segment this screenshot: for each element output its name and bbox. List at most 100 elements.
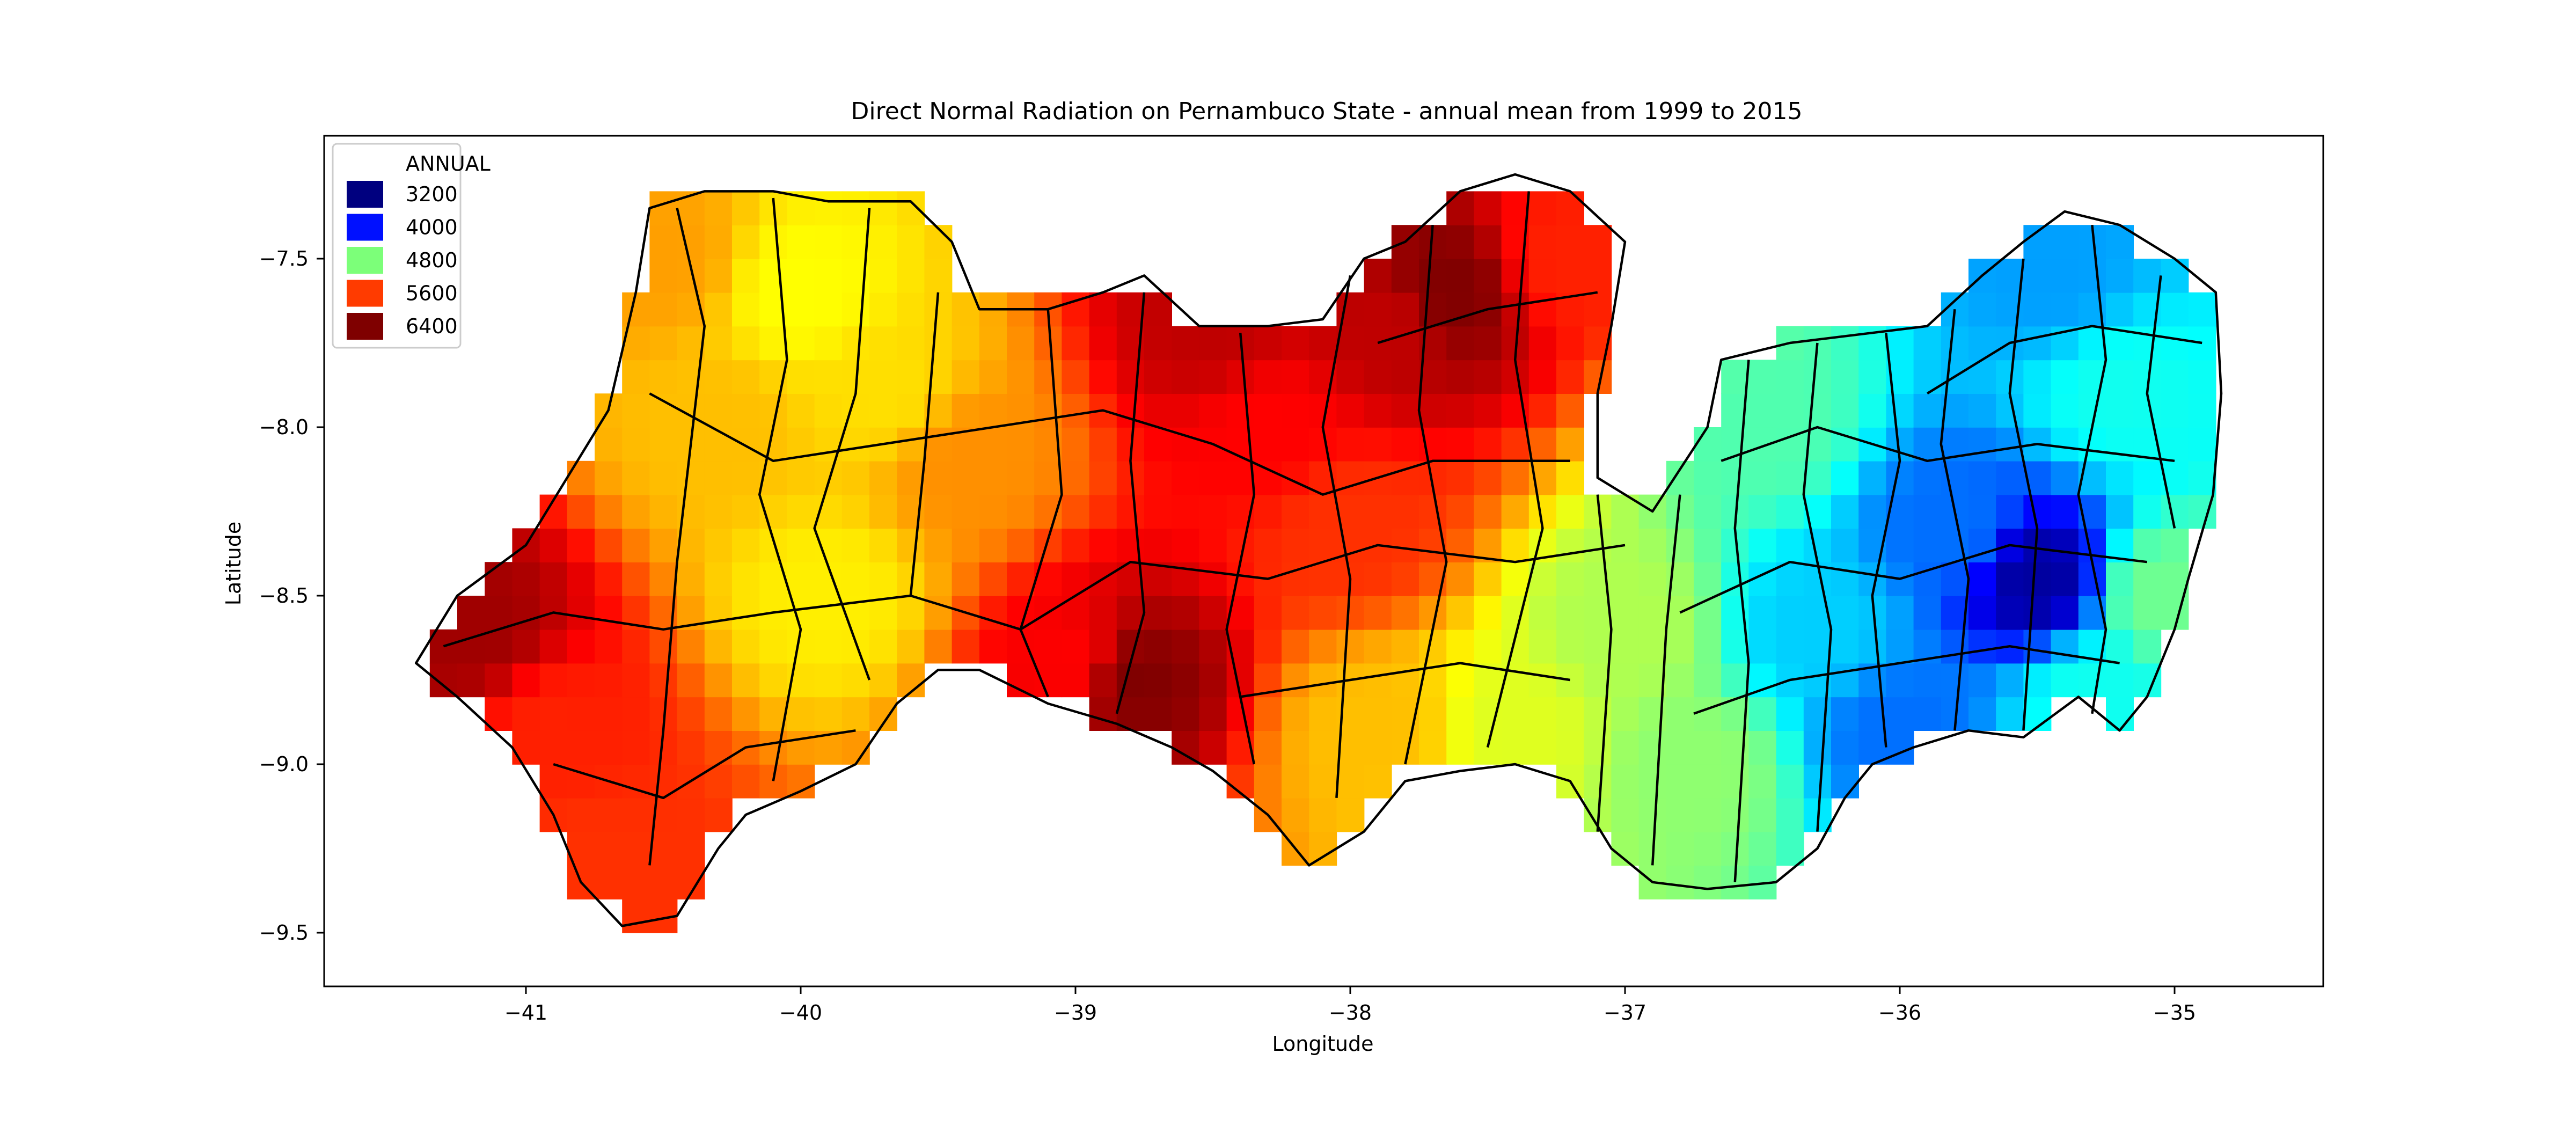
grid-cell [732, 596, 760, 630]
grid-cell [2133, 663, 2162, 698]
radiation-grid [429, 191, 2216, 933]
grid-cell [924, 360, 953, 394]
grid-cell [841, 528, 870, 562]
grid-cell [1446, 225, 1475, 259]
grid-cell [952, 460, 980, 495]
grid-cell [869, 225, 897, 259]
grid-cell [1199, 494, 1227, 529]
grid-cell [2106, 393, 2134, 428]
legend-swatch-3200 [347, 181, 383, 208]
grid-cell [595, 427, 623, 462]
grid-cell [2133, 528, 2162, 562]
grid-cell [1144, 326, 1172, 361]
grid-cell [2051, 596, 2079, 630]
municipality-line [648, 208, 706, 866]
grid-cell [1007, 460, 1035, 495]
grid-cell [1611, 528, 1640, 562]
grid-cell [732, 259, 760, 293]
grid-cell [814, 460, 843, 495]
grid-cell [1694, 865, 1722, 899]
grid-cell [649, 831, 678, 866]
grid-cell [1282, 528, 1309, 562]
grid-cell [1034, 528, 1063, 562]
grid-cell [1831, 764, 1859, 799]
grid-cell [869, 259, 897, 293]
grid-cell [1309, 562, 1337, 596]
municipality-line [1596, 494, 1613, 832]
grid-cell [1034, 494, 1063, 529]
grid-cell [1419, 393, 1447, 428]
grid-cell [1638, 528, 1667, 562]
grid-cell [1474, 629, 1502, 664]
grid-cell [2106, 697, 2134, 731]
grid-cell [595, 865, 623, 899]
grid-cell [732, 360, 760, 394]
grid-cell [595, 562, 623, 596]
grid-cell [1034, 460, 1063, 495]
grid-cell [1748, 730, 1777, 765]
grid-cell [841, 292, 870, 327]
grid-cell [595, 460, 623, 495]
grid-cell [1309, 697, 1337, 731]
grid-cell [622, 865, 650, 899]
grid-cell [512, 562, 540, 596]
grid-cell [1694, 663, 1722, 698]
grid-cell [759, 562, 788, 596]
grid-cell [979, 427, 1007, 462]
grid-cell [1831, 528, 1859, 562]
grid-cell [1968, 393, 1996, 428]
grid-cell [1391, 562, 1419, 596]
grid-cell [1886, 663, 1914, 698]
grid-cell [1611, 764, 1640, 799]
grid-cell [732, 292, 760, 327]
grid-cell [1968, 292, 1996, 327]
municipality-borders [414, 173, 2223, 927]
grid-cell [1694, 831, 1722, 866]
grid-cell [1748, 528, 1777, 562]
grid-cell [567, 629, 595, 664]
grid-cell [1282, 697, 1309, 731]
grid-cell [1199, 730, 1227, 765]
grid-cell [1556, 697, 1584, 731]
grid-cell [1062, 460, 1090, 495]
grid-cell [952, 326, 980, 361]
grid-cell [1968, 562, 1996, 596]
grid-cell [704, 326, 733, 361]
grid-cell [649, 393, 678, 428]
grid-cell [1116, 528, 1145, 562]
grid-cell [1364, 259, 1392, 293]
grid-cell [1034, 393, 1063, 428]
grid-cell [1501, 562, 1529, 596]
grid-cell [1556, 326, 1584, 361]
grid-cell [1556, 191, 1584, 225]
grid-cell [595, 596, 623, 630]
grid-cell [1803, 730, 1832, 765]
grid-cell [869, 494, 897, 529]
grid-cell [1116, 494, 1145, 529]
grid-cell [457, 663, 485, 698]
grid-cell [1419, 259, 1447, 293]
grid-cell [1391, 663, 1419, 698]
grid-cell [1831, 730, 1859, 765]
grid-cell [1199, 697, 1227, 731]
grid-cell [1474, 259, 1502, 293]
grid-cell [1254, 393, 1282, 428]
grid-cell [1831, 697, 1859, 731]
grid-cell [1803, 460, 1832, 495]
grid-cell [897, 427, 925, 462]
grid-cell [704, 697, 733, 731]
grid-cell [979, 528, 1007, 562]
grid-cell [1556, 427, 1584, 462]
grid-cell [1282, 764, 1309, 799]
legend: ANNUAL 3200 4000 4800 5600 6400 [332, 143, 491, 349]
grid-cell [841, 730, 870, 765]
grid-cell [704, 427, 733, 462]
grid-cell [1446, 562, 1475, 596]
grid-cell [979, 562, 1007, 596]
grid-cell [1501, 528, 1529, 562]
axes-frame [323, 135, 2324, 987]
grid-cell [1282, 596, 1309, 630]
grid-cell [539, 629, 568, 664]
grid-cell [1089, 292, 1117, 327]
grid-cell [1474, 225, 1502, 259]
